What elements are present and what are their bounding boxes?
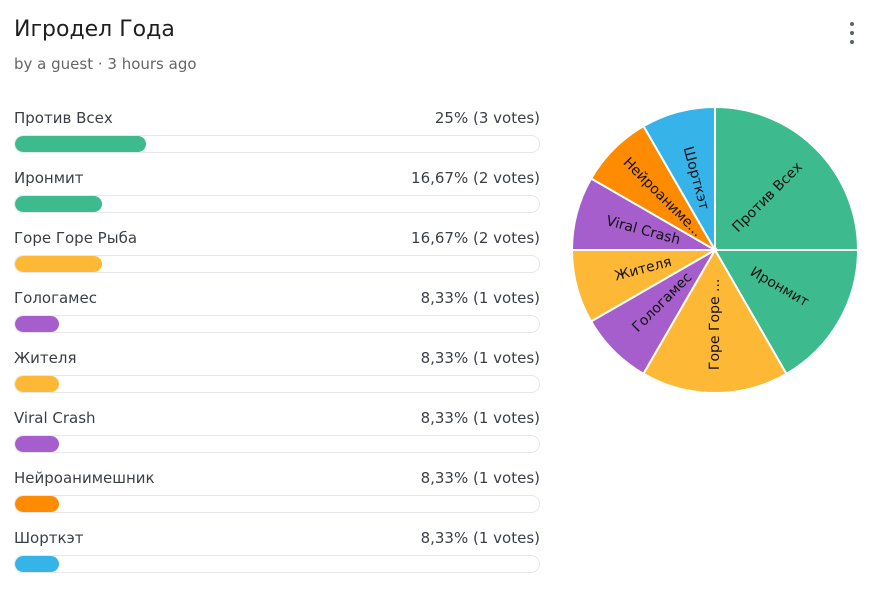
progress-fill bbox=[15, 496, 59, 512]
result-row: Нейроанимешник 8,33% (1 votes) bbox=[14, 469, 540, 529]
result-row: Жителя 8,33% (1 votes) bbox=[14, 349, 540, 409]
pie-slice bbox=[714, 105, 860, 252]
more-options-icon[interactable] bbox=[845, 22, 859, 44]
progress-fill bbox=[15, 376, 59, 392]
option-percent: 8,33% (1 votes) bbox=[420, 529, 540, 547]
option-label: Иронмит bbox=[14, 169, 84, 187]
results-list: Против Всех 25% (3 votes) Иронмит 16,67%… bbox=[14, 109, 540, 589]
pie-slice bbox=[642, 105, 716, 254]
page-title: Игродел Года bbox=[14, 17, 175, 42]
option-percent: 8,33% (1 votes) bbox=[420, 289, 540, 307]
option-percent: 16,67% (2 votes) bbox=[411, 229, 540, 247]
result-row: Горе Горе Рыба 16,67% (2 votes) bbox=[14, 229, 540, 289]
progress-fill bbox=[15, 256, 103, 272]
option-label: Гологамес bbox=[14, 289, 97, 307]
progress-track bbox=[14, 435, 540, 453]
progress-track bbox=[14, 375, 540, 393]
option-label: Viral Crash bbox=[14, 409, 96, 427]
progress-fill bbox=[15, 556, 59, 572]
result-row: Viral Crash 8,33% (1 votes) bbox=[14, 409, 540, 469]
option-label: Нейроанимешник bbox=[14, 469, 155, 487]
pie-slice-label: Горе Горе ... bbox=[707, 279, 723, 370]
result-row: Шорткэт 8,33% (1 votes) bbox=[14, 529, 540, 589]
pie-slice bbox=[642, 248, 788, 394]
option-label: Жителя bbox=[14, 349, 77, 367]
option-percent: 8,33% (1 votes) bbox=[420, 409, 540, 427]
option-label: Шорткэт bbox=[14, 529, 84, 547]
result-row: Иронмит 16,67% (2 votes) bbox=[14, 169, 540, 229]
poll-meta: by a guest · 3 hours ago bbox=[14, 55, 197, 73]
result-row: Против Всех 25% (3 votes) bbox=[14, 109, 540, 169]
progress-track bbox=[14, 495, 540, 513]
progress-track bbox=[14, 315, 540, 333]
progress-fill bbox=[15, 316, 59, 332]
progress-fill bbox=[15, 436, 59, 452]
progress-track bbox=[14, 255, 540, 273]
option-percent: 8,33% (1 votes) bbox=[420, 469, 540, 487]
progress-track bbox=[14, 135, 540, 153]
option-percent: 25% (3 votes) bbox=[434, 109, 540, 127]
option-label: Против Всех bbox=[14, 109, 113, 127]
result-row: Гологамес 8,33% (1 votes) bbox=[14, 289, 540, 349]
progress-fill bbox=[15, 136, 146, 152]
option-percent: 16,67% (2 votes) bbox=[411, 169, 540, 187]
option-percent: 8,33% (1 votes) bbox=[420, 349, 540, 367]
progress-track bbox=[14, 555, 540, 573]
progress-track bbox=[14, 195, 540, 213]
option-label: Горе Горе Рыба bbox=[14, 229, 138, 247]
progress-fill bbox=[15, 196, 103, 212]
pie-slice bbox=[713, 248, 860, 376]
